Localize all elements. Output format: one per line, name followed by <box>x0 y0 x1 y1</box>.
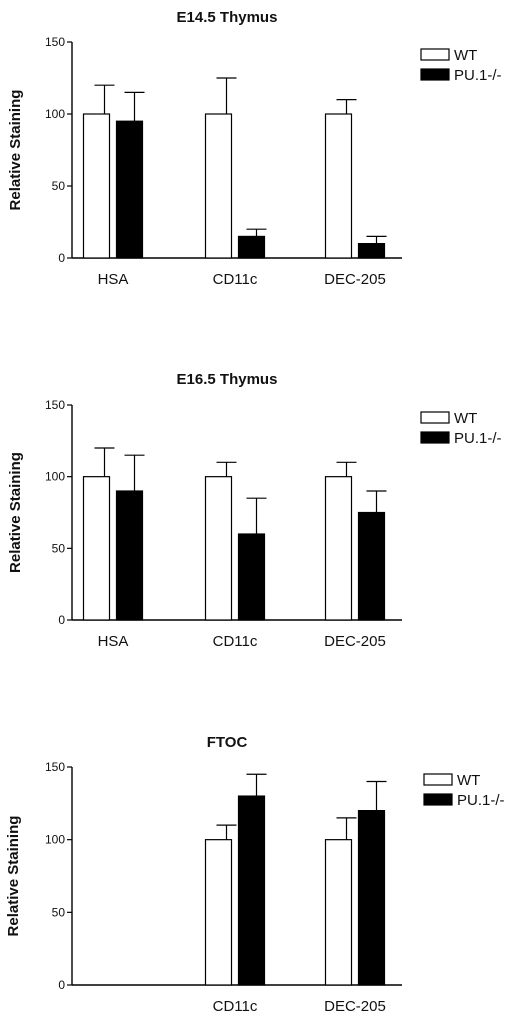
bar-pu1-ko-cd11c <box>237 533 266 621</box>
legend-label-pu1-ko: PU.1-/- <box>454 430 502 447</box>
y-tick-label: 100 <box>45 107 65 121</box>
x-category-label: HSA <box>98 271 129 288</box>
y-tick-label: 50 <box>52 541 66 555</box>
bar-pu1-ko-dec-205 <box>357 243 386 259</box>
chart-panel-3: FTOC Relative Staining 0 50 100 150 CD11c DEC-2… <box>5 734 505 1015</box>
x-category-label: CD11c <box>213 633 258 650</box>
bar-wt-hsa <box>82 113 111 259</box>
bar-pu1-ko-cd11c <box>237 795 266 986</box>
legend-swatch-wt <box>420 411 450 424</box>
y-tick-label: 100 <box>45 470 65 484</box>
y-axis-label: Relative Staining <box>7 452 24 573</box>
legend-label-pu1-ko: PU.1-/- <box>454 67 502 84</box>
y-axis-label: Relative Staining <box>5 816 22 937</box>
bar-wt-cd11c <box>204 476 233 621</box>
legend-swatch-pu1-ko <box>420 431 450 444</box>
x-category-label: DEC-205 <box>324 998 386 1015</box>
bar-wt-cd11c <box>204 113 233 259</box>
bar-pu1-ko-hsa <box>115 120 144 259</box>
x-category-label: HSA <box>98 633 129 650</box>
chart-title: FTOC <box>207 734 248 751</box>
x-category-label: DEC-205 <box>324 271 386 288</box>
y-tick-label: 50 <box>52 179 66 193</box>
legend-label-wt: WT <box>457 772 480 789</box>
y-tick-label: 0 <box>58 251 65 265</box>
bar-wt-cd11c <box>204 839 233 986</box>
y-tick-label: 0 <box>58 978 65 992</box>
bar-wt-hsa <box>82 476 111 621</box>
bar-wt-dec-205 <box>324 113 353 259</box>
bar-pu1-ko-hsa <box>115 490 144 621</box>
legend-swatch-pu1-ko <box>423 793 453 806</box>
y-tick-label: 100 <box>45 833 65 847</box>
chart-title: E14.5 Thymus <box>177 9 278 26</box>
y-tick-label: 50 <box>52 905 66 919</box>
x-category-label: CD11c <box>213 998 258 1015</box>
bar-wt-dec-205 <box>324 839 353 986</box>
y-tick-label: 150 <box>45 760 65 774</box>
legend-swatch-pu1-ko <box>420 68 450 81</box>
x-category-label: DEC-205 <box>324 633 386 650</box>
legend-label-pu1-ko: PU.1-/- <box>457 792 505 809</box>
y-tick-label: 150 <box>45 398 65 412</box>
x-category-label: CD11c <box>213 271 258 288</box>
bar-pu1-ko-dec-205 <box>357 511 386 621</box>
bar-pu1-ko-cd11c <box>237 235 266 259</box>
legend-label-wt: WT <box>454 47 477 64</box>
legend-label-wt: WT <box>454 410 477 427</box>
legend-swatch-wt <box>420 48 450 61</box>
legend-swatch-wt <box>423 773 453 786</box>
bar-wt-dec-205 <box>324 476 353 621</box>
chart-panel-2: E16.5 Thymus Relative Staining 0 50 100 150 HS… <box>7 371 502 650</box>
chart-panel-1: E14.5 Thymus Relative Staining 0 50 100 150 HS… <box>7 9 502 288</box>
y-tick-label: 150 <box>45 35 65 49</box>
y-axis-label: Relative Staining <box>7 90 24 211</box>
chart-title: E16.5 Thymus <box>177 371 278 388</box>
y-tick-label: 0 <box>58 613 65 627</box>
bar-pu1-ko-dec-205 <box>357 809 386 986</box>
